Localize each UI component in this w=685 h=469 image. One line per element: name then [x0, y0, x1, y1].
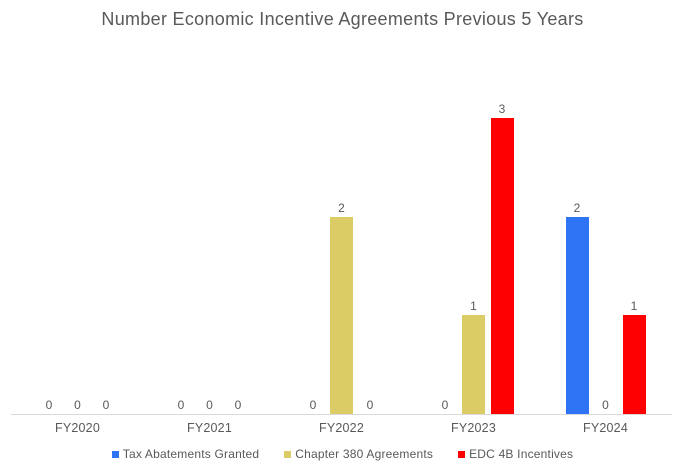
- data-label: 2: [573, 200, 581, 215]
- bar-fy2024-series-3: [622, 315, 646, 414]
- x-axis-tick-label: FY2023: [451, 421, 496, 435]
- data-label: 0: [74, 398, 81, 412]
- data-label: 0: [102, 398, 110, 412]
- bar-fy2023-series-3: [490, 117, 514, 414]
- legend-swatch-icon: [111, 450, 119, 458]
- data-label: 0: [206, 398, 213, 412]
- x-axis-tick-label: FY2020: [55, 421, 100, 435]
- data-label: 2: [338, 200, 345, 215]
- legend-item-1: Tax Abatements Granted: [111, 447, 260, 461]
- x-axis-line: [11, 414, 672, 415]
- x-axis-tick-label: FY2022: [319, 421, 364, 435]
- legend-label: EDC 4B Incentives: [469, 447, 574, 461]
- data-label: 1: [470, 299, 477, 314]
- data-label: 0: [177, 398, 185, 412]
- chart-title: Number Economic Incentive Agreements Pre…: [101, 9, 584, 29]
- bar-fy2022-series-2: [330, 216, 353, 414]
- legend-label: Tax Abatements Granted: [122, 447, 260, 461]
- data-label: 1: [630, 299, 638, 314]
- x-axis-tick-label: FY2021: [187, 421, 232, 435]
- legend: Tax Abatements Granted Chapter 380 Agreem…: [0, 447, 685, 461]
- data-label: 0: [441, 398, 449, 412]
- data-label: 0: [234, 398, 242, 412]
- bar-fy2024-series-1: [565, 216, 589, 414]
- x-axis-tick-label: FY2024: [583, 421, 628, 435]
- legend-swatch-icon: [458, 450, 466, 458]
- legend-item-2: Chapter 380 Agreements: [284, 447, 433, 461]
- data-label: 0: [45, 398, 53, 412]
- bar-fy2023-series-2: [462, 315, 485, 414]
- legend-label: Chapter 380 Agreements: [295, 447, 434, 461]
- legend-item-3: EDC 4B Incentives: [458, 447, 573, 461]
- legend-swatch-icon: [284, 450, 292, 458]
- data-label: 0: [602, 398, 609, 412]
- data-label: 0: [366, 398, 374, 412]
- data-label: 0: [309, 398, 317, 412]
- data-label: 3: [498, 101, 506, 116]
